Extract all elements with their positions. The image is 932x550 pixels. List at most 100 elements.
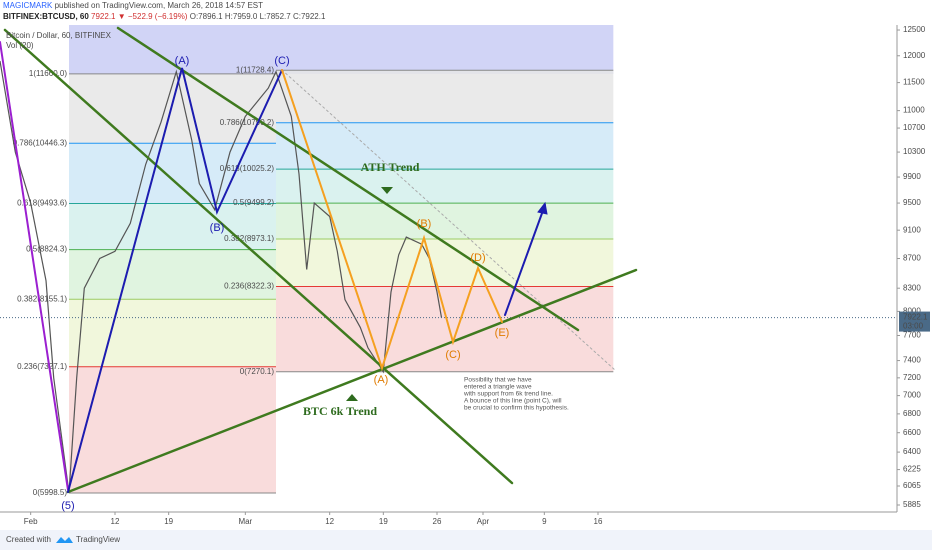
fib-band [276,239,614,287]
down-marker [381,187,393,194]
y-tick-label: 11000 [903,106,925,115]
x-tick-label: 12 [325,517,334,526]
price-line [0,60,443,493]
footer [0,530,932,550]
x-tick-label: 9 [542,517,547,526]
wave-label: (C) [274,55,289,67]
wave-label: (5) [61,500,74,512]
btc-6k-trend-line [66,268,638,494]
note-line: be crucial to confirm this hypothesis. [464,405,569,412]
footer-logo[interactable]: TradingView [76,535,120,544]
dotted-projection [281,69,616,371]
y-tick-label: 6800 [903,409,921,418]
fib-label: 0(5998.5) [33,488,68,497]
ohlc: O:7896.1 [190,12,223,21]
x-tick-label: 19 [164,517,173,526]
wave-label: (B) [417,218,432,230]
fib-band [276,122,614,170]
last-price-label: 7922.1 [903,313,928,322]
fib-label: 0.618(9493.6) [17,199,67,208]
y-tick-label: 6600 [903,428,921,437]
fib-label: 1(11728.4) [236,65,274,74]
drawings [0,26,638,494]
x-tick-label: 16 [594,517,603,526]
fib-label: 0.236(7327.1) [17,362,67,371]
countdown-label: 03:00 [903,322,924,331]
x-tick-label: 26 [433,517,442,526]
y-tick-label: 6400 [903,447,921,456]
y-tick-label: 9500 [903,198,921,207]
ath-trend-line [116,26,580,332]
y-tick-label: 7000 [903,391,921,400]
annotations: (A) (B) (C) (5) (A) (B) (C) (D) (E) ATH … [61,55,569,512]
axes: 5885 6065 6225 6400 6600 6800 7000 7200 7400 7700… [0,25,932,530]
chart-title: Bitcoin / Dollar, 60, BITFINEX [6,31,112,40]
fib-label: 0(7270.1) [240,367,275,376]
note-line: A bounce of this line (point C), will [464,398,562,405]
note-line: entered a triangle wave [464,384,532,391]
header-bg [0,0,932,24]
y-tick-label: 8300 [903,283,921,292]
logo [56,537,73,543]
y-tick-label: 9900 [903,172,921,181]
y-tick-label: 11500 [903,78,925,87]
fib-band [276,203,614,240]
volume-label: Vol (20) [6,41,34,50]
fib-label: 0.786(10790.2) [220,118,275,127]
y-tick-label: 8000 [903,307,921,316]
y-tick-label: 6065 [903,481,921,490]
ohlc: H:7959.0 [225,12,258,21]
fib-band [69,366,276,493]
y-tick-label: 12500 [903,25,926,34]
y-tick-label: 10700 [903,123,926,132]
ohlc: L:7852.7 [260,12,292,21]
wave-label: (B) [210,222,225,234]
fib-label: 0.5(8824.3) [26,245,67,254]
trend-label: ATH Trend [361,160,420,174]
y-tick-label: 12000 [903,51,926,60]
x-tick-label: 12 [111,517,120,526]
blue-wave [67,67,283,493]
purple-wave [0,41,69,491]
y-tick-label: 10300 [903,147,926,156]
y-tick-label: 5885 [903,500,921,509]
orange-wave [281,69,503,372]
symbol-line: BITFINEX:BTCUSD, 60 7922.1 ▼ −522.9 (−6.… [3,12,326,21]
fib-label: 0.786(10446.3) [13,138,68,147]
wave-label: (E) [495,327,510,339]
last-price-box [899,311,930,332]
wave-label: (A) [374,374,389,386]
x-tick-label: Feb [24,517,38,526]
channel-line [3,28,514,485]
note-line: Possibility that we have [464,377,532,384]
y-tick-label: 7400 [903,356,921,365]
symbol: BITFINEX:BTCUSD, 60 [3,12,89,21]
up-marker [346,394,358,401]
wave-label: (D) [470,252,485,264]
fib-band [276,70,614,123]
publish-info: published on TradingView.com, March 26, … [55,1,264,10]
change: ▼ −522.9 (−6.19%) [118,12,188,21]
footer-text: Created with [6,535,51,544]
note-line: with support from 6k trend line. [463,391,553,398]
y-tick-label: 7700 [903,331,921,340]
ohlc: C:7922.1 [293,12,326,21]
extension-band [69,25,614,74]
fib-band [69,299,276,367]
y-tick-label: 6225 [903,465,921,474]
fib-label: 1(11660.0) [29,69,67,78]
fib-band [69,249,276,300]
publish-line: MAGICMARK published on TradingView.com, … [3,1,263,10]
author: MAGICMARK [3,1,53,10]
arrow-head [537,201,548,215]
trend-label: BTC 6k Trend [303,404,377,418]
fib-label: 0.5(9499.2) [233,198,274,207]
projection-arrow [504,204,546,316]
fib-label: 0.382(8155.1) [17,294,67,303]
fib-label: 0.236(8322.3) [224,282,274,291]
y-tick-label: 8700 [903,254,921,263]
fib-band [276,169,614,204]
fib-band [69,143,276,204]
wave-label: (A) [175,55,190,67]
